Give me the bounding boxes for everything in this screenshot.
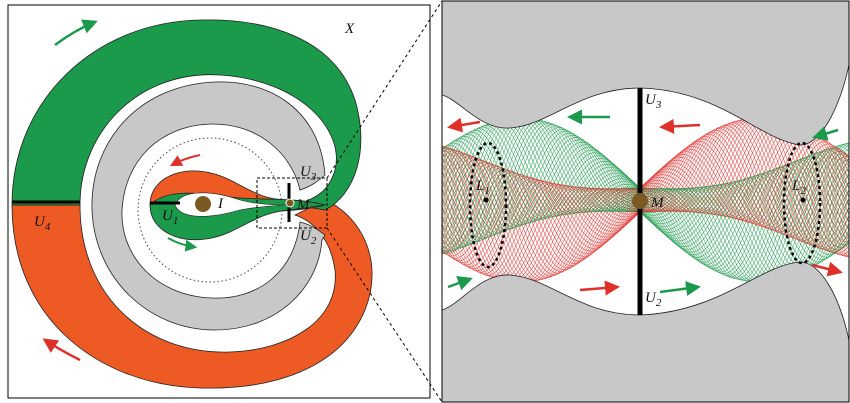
arrow xyxy=(579,280,620,296)
trajectory xyxy=(442,117,849,280)
label-sub: 2 xyxy=(311,235,317,247)
trajectory xyxy=(442,130,849,266)
arrow xyxy=(659,281,701,297)
zoom-box xyxy=(256,177,328,229)
point-m xyxy=(285,198,295,208)
green-band xyxy=(11,19,362,211)
arrow xyxy=(811,261,843,277)
label: U3 xyxy=(300,164,317,183)
trajectory xyxy=(442,118,849,281)
trajectory xyxy=(442,124,849,283)
label-sub: 2 xyxy=(800,185,806,197)
trajectory xyxy=(442,134,849,270)
label-sub: 4 xyxy=(45,221,51,233)
label-sub: 1 xyxy=(484,185,490,197)
label: U1 xyxy=(162,208,178,227)
trajectory xyxy=(442,138,849,273)
gray-region xyxy=(442,261,849,402)
arrow xyxy=(167,237,198,252)
arrow xyxy=(447,276,473,291)
zoom-line xyxy=(326,227,443,403)
label: U4 xyxy=(34,214,51,233)
panel-frame xyxy=(441,0,850,403)
label: M xyxy=(296,197,311,213)
label-sub: 3 xyxy=(310,171,317,183)
label-base: L xyxy=(791,178,800,194)
trajectory xyxy=(442,121,849,283)
trajectory xyxy=(442,134,849,279)
label-base: U xyxy=(300,228,312,244)
zoom-line xyxy=(326,0,443,179)
arrow xyxy=(54,19,98,47)
orbit-l2 xyxy=(782,141,822,265)
orange-band xyxy=(11,199,373,389)
point-l2 xyxy=(800,197,806,203)
arrow xyxy=(812,126,839,141)
point-l1 xyxy=(483,197,489,203)
label-base: L xyxy=(475,178,484,194)
arrow xyxy=(169,154,201,167)
left-panel: X U4 U1 I M U3 U2 xyxy=(7,4,431,399)
trajectory xyxy=(442,140,849,274)
label-base: U xyxy=(645,92,657,108)
right-panel: U3 U2 M L1 L2 xyxy=(442,1,849,402)
arrow xyxy=(659,118,701,134)
label: M xyxy=(650,195,665,211)
label-sub: 3 xyxy=(655,99,662,111)
point-m xyxy=(632,193,648,209)
trajectory xyxy=(442,132,849,280)
trajectory xyxy=(442,122,849,283)
label: L2 xyxy=(791,178,806,197)
label: X xyxy=(344,21,355,37)
label-sub: 2 xyxy=(656,297,662,309)
point-i xyxy=(195,196,211,212)
label-base: U xyxy=(34,214,46,230)
label-sub: 1 xyxy=(173,215,179,227)
label: I xyxy=(217,196,224,212)
trajectory xyxy=(442,128,849,264)
label: U2 xyxy=(300,228,317,247)
label: L1 xyxy=(475,178,490,197)
label-base: U xyxy=(162,208,174,224)
arrow xyxy=(42,338,81,362)
orbit-l1 xyxy=(468,141,508,269)
label-base: U xyxy=(645,290,657,306)
label-base: U xyxy=(300,164,312,180)
label: U2 xyxy=(645,290,662,309)
gray-ring xyxy=(91,81,326,331)
label: U3 xyxy=(645,92,662,111)
arrow xyxy=(447,117,481,133)
